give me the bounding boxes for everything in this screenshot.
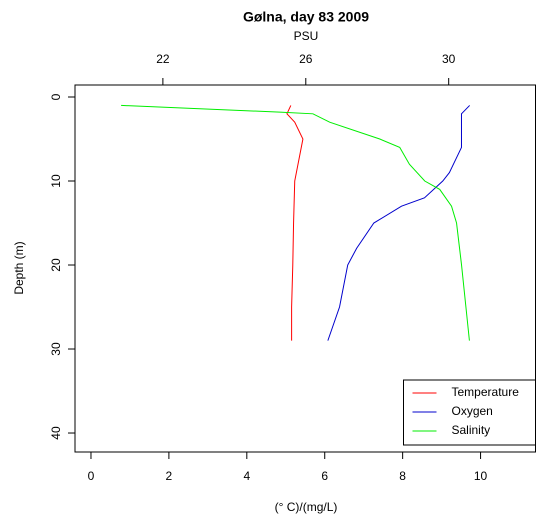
y-tick-label: 40 bbox=[49, 426, 63, 440]
series-line bbox=[327, 105, 471, 341]
chart-title: Gølna, day 83 2009 bbox=[243, 9, 369, 25]
y-tick-label: 20 bbox=[49, 258, 63, 272]
x2-axis-label: PSU bbox=[294, 29, 319, 43]
legend-label: Temperature bbox=[452, 385, 520, 399]
x-tick-label: 6 bbox=[321, 469, 328, 483]
y-tick-label: 30 bbox=[49, 342, 63, 356]
x-axis-label: (° C)/(mg/L) bbox=[275, 500, 338, 514]
series-line bbox=[286, 105, 304, 341]
legend-label: Salinity bbox=[452, 423, 491, 437]
y-axis-label: Depth (m) bbox=[12, 241, 26, 294]
x-tick-label: 8 bbox=[399, 469, 406, 483]
y-tick-label: 10 bbox=[49, 174, 63, 188]
y-tick-label: 0 bbox=[49, 93, 63, 100]
x-tick-label: 0 bbox=[88, 469, 95, 483]
legend-label: Oxygen bbox=[452, 404, 493, 418]
x-tick-label: 10 bbox=[474, 469, 488, 483]
x2-tick-label: 22 bbox=[156, 52, 170, 66]
x-tick-label: 2 bbox=[166, 469, 173, 483]
x2-tick-label: 30 bbox=[442, 52, 456, 66]
x-tick-label: 4 bbox=[243, 469, 250, 483]
x2-tick-label: 26 bbox=[299, 52, 313, 66]
series-line bbox=[121, 104, 470, 341]
